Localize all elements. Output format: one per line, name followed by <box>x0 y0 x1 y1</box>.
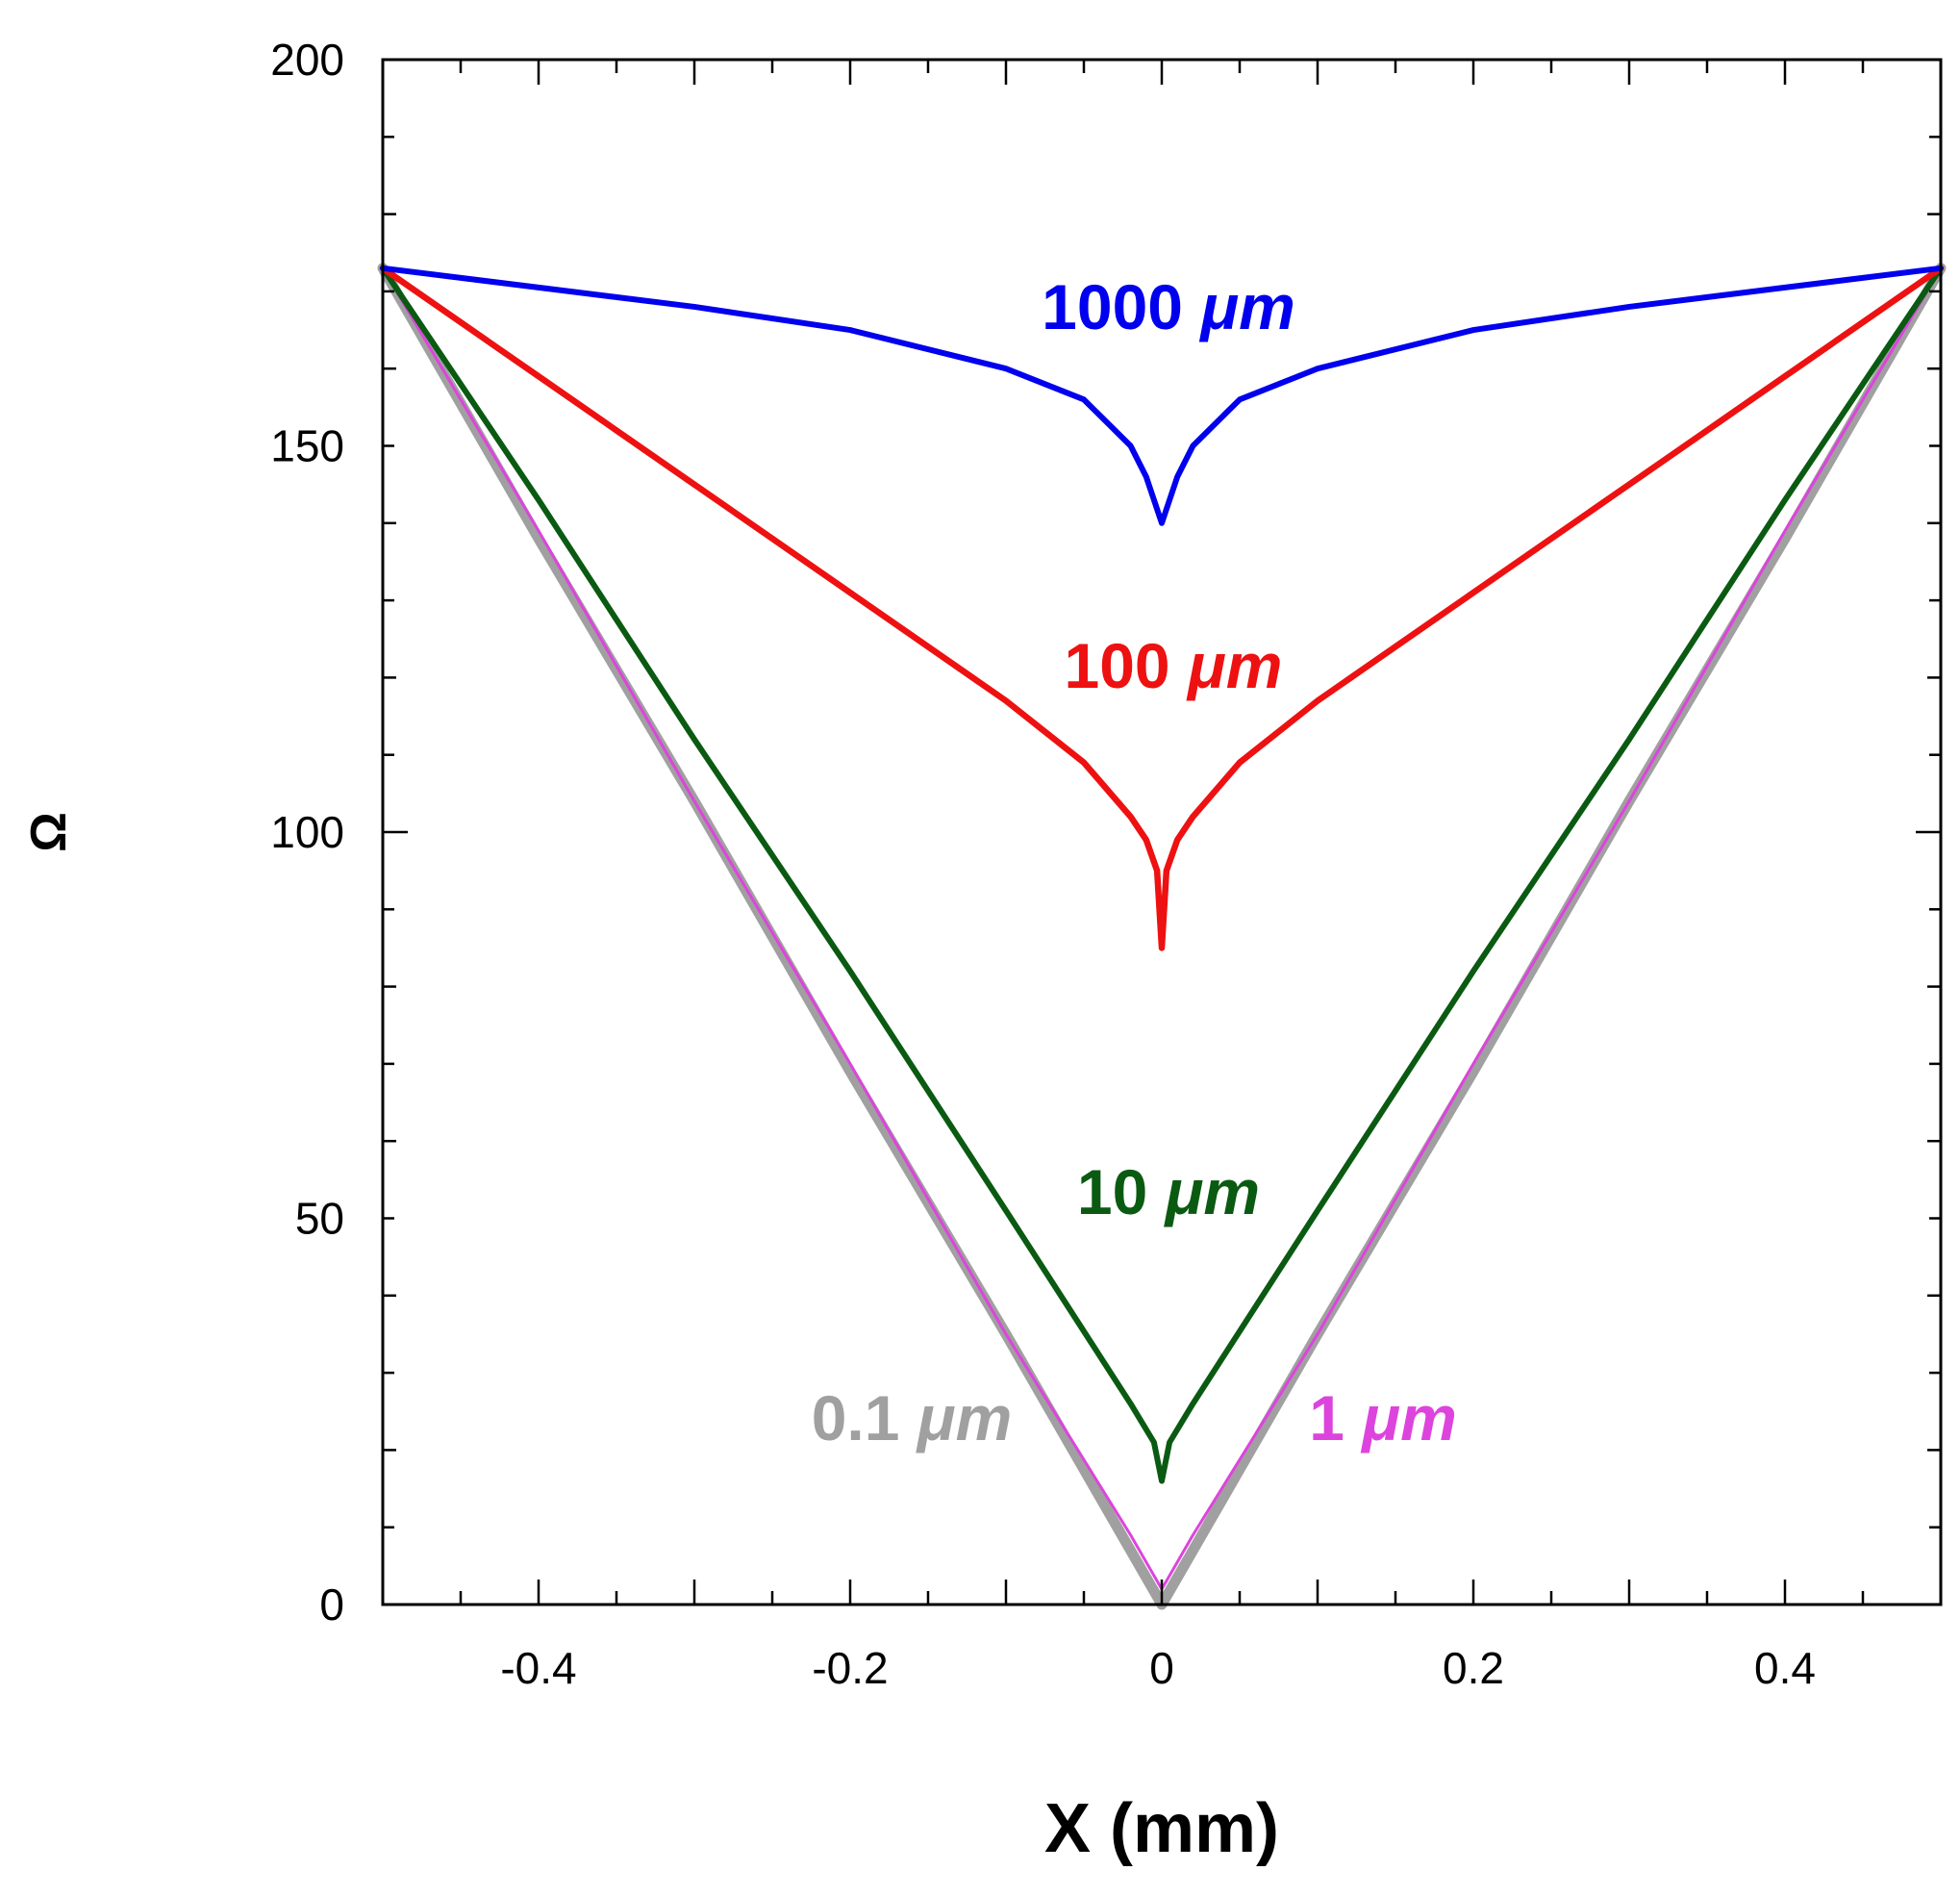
series-label-10um: 10 μm <box>1077 1156 1260 1227</box>
series-line-10um <box>380 265 1944 1484</box>
series-layer <box>377 263 1947 1610</box>
series-label-0_1um: 0.1 μm <box>812 1382 1013 1454</box>
y-tick-label: 50 <box>295 1194 344 1244</box>
labels-layer: -0.4 -0.2 0 0.2 0.4 0 50 100 150 200 1000 μm 100 μm… <box>270 35 1816 1693</box>
y-tick-label: 200 <box>270 35 344 85</box>
x-tick-label: -0.4 <box>500 1643 576 1693</box>
ticks-layer <box>381 58 1943 1606</box>
y-tick-label: 0 <box>319 1580 344 1630</box>
x-tick-label: 0.4 <box>1754 1643 1816 1693</box>
series-line-1000um <box>380 265 1944 526</box>
series-label-100um: 100 μm <box>1065 630 1283 701</box>
y-tick-label: 150 <box>270 421 344 471</box>
series-line-100um <box>379 265 1945 951</box>
series-label-1um: 1 μm <box>1309 1382 1457 1454</box>
x-tick-label: -0.2 <box>812 1643 888 1693</box>
x-tick-label: 0.2 <box>1443 1643 1504 1693</box>
y-tick-label: 100 <box>270 807 344 857</box>
y-axis-title: Ω <box>21 812 77 852</box>
x-axis-title: X (mm) <box>1044 1790 1279 1867</box>
x-tick-label: 0 <box>1149 1643 1174 1693</box>
series-label-1000um: 1000 μm <box>1042 271 1295 342</box>
